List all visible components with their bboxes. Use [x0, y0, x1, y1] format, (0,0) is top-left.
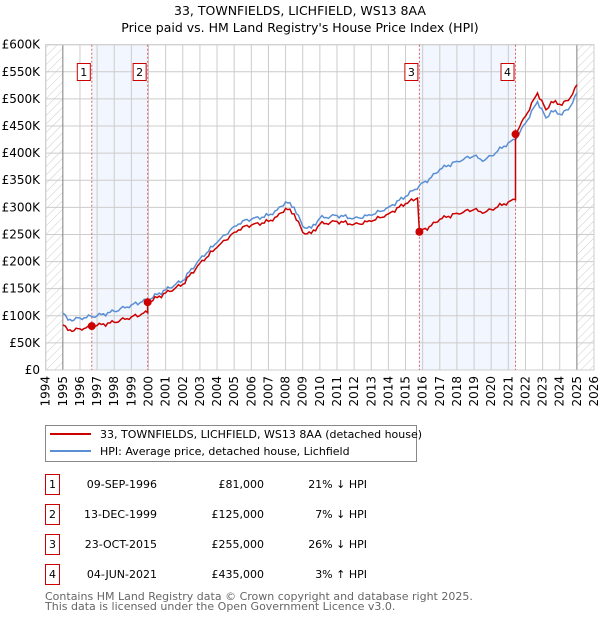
sale-row: 4 04-JUN-2021 £435,000 3% ↑ HPI	[45, 564, 367, 585]
sale-number: 2	[49, 508, 56, 521]
footer-licence: This data is licensed under the Open Gov…	[44, 600, 395, 613]
sale-hpi-diff: 26% ↓ HPI	[308, 538, 367, 551]
sale-marker-box	[404, 63, 419, 81]
sale-date: 13-DEC-1999	[84, 508, 157, 521]
x-tick-label: 1999	[124, 376, 138, 407]
sale-row: 2 13-DEC-1999 £125,000 7% ↓ HPI	[45, 504, 367, 525]
y-tick-label: £450K	[2, 119, 42, 133]
sale-number-box	[45, 504, 60, 525]
x-tick-label: 2010	[313, 376, 327, 407]
x-tick-label: 2018	[450, 376, 464, 407]
sale-price: £125,000	[212, 508, 265, 521]
chart-title: 33, TOWNFIELDS, LICHFIELD, WS13 8AA	[174, 3, 426, 18]
y-tick-label: £600K	[2, 38, 42, 52]
x-tick-label: 2013	[364, 376, 378, 407]
x-tick-label: 2016	[416, 376, 430, 407]
x-tick-label: 2001	[159, 376, 173, 407]
x-tick-label: 2026	[587, 376, 600, 407]
sale-row: 1 09-SEP-1996 £81,000 21% ↓ HPI	[45, 474, 367, 495]
x-tick-label: 2002	[176, 376, 190, 407]
sale-marker-box	[500, 63, 515, 81]
x-tick-label: 2007	[261, 376, 275, 407]
plot-border	[45, 44, 595, 371]
chart-subtitle: Price paid vs. HM Land Registry's House …	[121, 20, 478, 35]
x-tick-label: 2017	[433, 376, 447, 407]
sale-point	[143, 298, 152, 307]
sale-date: 23-OCT-2015	[85, 538, 157, 551]
x-tick-label: 2022	[518, 376, 532, 407]
y-tick-label: £250K	[2, 227, 42, 241]
sale-point	[87, 322, 96, 331]
x-tick-label: 2009	[296, 376, 310, 407]
x-tick-label: 1996	[73, 376, 87, 407]
x-tick-label: 2019	[467, 376, 481, 407]
sale-number: 3	[49, 538, 56, 551]
sale-number: 1	[49, 478, 56, 491]
x-tick-label: 2008	[279, 376, 293, 407]
x-tick-label: 2000	[142, 376, 156, 407]
x-tick-label: 2021	[501, 376, 515, 407]
sale-price: £435,000	[212, 568, 265, 581]
sale-price: £81,000	[219, 478, 265, 491]
sale-marker-box	[132, 63, 147, 81]
y-tick-label: £550K	[2, 65, 42, 79]
sale-number-box	[45, 534, 60, 555]
sale-number: 4	[49, 568, 56, 581]
sale-date: 09-SEP-1996	[87, 478, 157, 491]
legend-label-hpi: HPI: Average price, detached house, Lich…	[100, 445, 350, 458]
x-tick-label: 1995	[56, 376, 70, 407]
sale-hpi-diff: 3% ↑ HPI	[315, 568, 367, 581]
y-tick-label: £500K	[2, 92, 42, 106]
sales-table: 1 09-SEP-1996 £81,000 21% ↓ HPI 2 13-DEC-1999…	[45, 474, 367, 585]
sale-point	[415, 227, 424, 236]
y-tick-label: £50K	[9, 336, 41, 350]
x-tick-label: 1998	[107, 376, 121, 407]
y-tick-label: £150K	[2, 282, 42, 296]
sale-price: £255,000	[212, 538, 265, 551]
x-tick-label: 2006	[244, 376, 258, 407]
sale-marker-label: 4	[504, 66, 511, 79]
sale-date: 04-JUN-2021	[87, 568, 157, 581]
x-tick-label: 2025	[570, 376, 584, 407]
x-tick-label: 2012	[347, 376, 361, 407]
x-tick-label: 2020	[484, 376, 498, 407]
sale-hpi-diff: 7% ↓ HPI	[315, 508, 367, 521]
y-tick-label: £400K	[2, 146, 42, 160]
x-tick-label: 2023	[536, 376, 550, 407]
sale-number-box	[45, 474, 60, 495]
sale-marker-label: 1	[80, 66, 87, 79]
x-tick-label: 1994	[39, 376, 53, 407]
x-tick-label: 2024	[553, 376, 567, 407]
sale-hpi-diff: 21% ↓ HPI	[308, 478, 367, 491]
sale-number-box	[45, 564, 60, 585]
x-tick-label: 2005	[227, 376, 241, 407]
y-tick-label: £350K	[2, 173, 42, 187]
footer-copyright: Contains HM Land Registry data © Crown c…	[45, 590, 473, 603]
x-tick-label: 2015	[399, 376, 413, 407]
y-tick-label: £0	[25, 363, 40, 377]
sale-marker-label: 3	[408, 66, 415, 79]
x-tick-label: 2003	[193, 376, 207, 407]
y-tick-label: £200K	[2, 255, 42, 269]
x-tick-label: 2014	[381, 376, 395, 407]
sale-row: 3 23-OCT-2015 £255,000 26% ↓ HPI	[45, 534, 367, 555]
sale-marker-box	[76, 63, 91, 81]
legend: 33, TOWNFIELDS, LICHFIELD, WS13 8AA (det…	[45, 425, 422, 462]
x-tick-label: 2011	[330, 376, 344, 407]
x-tick-label: 1997	[90, 376, 104, 407]
sale-marker-label: 2	[136, 66, 143, 79]
y-tick-label: £300K	[2, 200, 42, 214]
y-tick-label: £100K	[2, 309, 42, 323]
x-tick-label: 2004	[210, 376, 224, 407]
legend-label-property: 33, TOWNFIELDS, LICHFIELD, WS13 8AA (det…	[100, 428, 422, 441]
sale-point	[511, 130, 520, 139]
legend-box	[45, 425, 417, 462]
